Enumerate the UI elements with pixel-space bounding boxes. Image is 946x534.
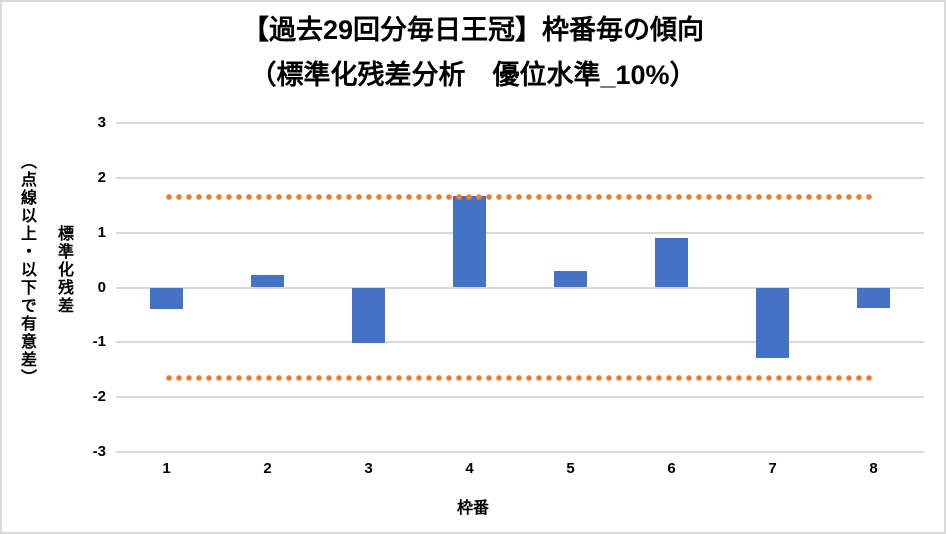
bar: [655, 237, 688, 288]
bar: [150, 287, 183, 310]
x-tick-label: 2: [263, 460, 272, 477]
y-axis-title-note: （点線以上・以下で有意差）: [18, 153, 35, 387]
gridline: [116, 396, 924, 399]
x-tick-label: 4: [465, 460, 474, 477]
gridline: [116, 286, 924, 289]
gridline: [116, 122, 924, 124]
chart-title: 【過去29回分毎日王冠】枠番毎の傾向: [241, 15, 705, 45]
gridline: [116, 176, 924, 179]
y-tick-label: -1: [92, 333, 106, 351]
bar: [251, 274, 284, 288]
x-tick-label: 5: [566, 460, 575, 477]
y-axis-title: 標準化残差 （点線以上・以下で有意差）: [8, 137, 82, 403]
bar: [857, 287, 890, 309]
bar: [453, 196, 486, 288]
x-axis-ticks: 1 2 3 4 5 6 7 8: [116, 458, 924, 480]
chart-subtitle: （標準化残差分析 優位水準_10%）: [249, 60, 697, 90]
gridline: [116, 231, 924, 234]
bar: [554, 271, 587, 288]
bar: [756, 287, 789, 358]
y-tick-label: 2: [97, 168, 106, 186]
chart-title-block: 【過去29回分毎日王冠】枠番毎の傾向 （標準化残差分析 優位水準_10%）: [2, 8, 944, 98]
y-tick-label: 3: [97, 114, 106, 131]
gridline: [116, 451, 924, 453]
x-tick-label: 8: [869, 460, 878, 477]
y-tick-label: -2: [92, 388, 106, 406]
bar: [352, 287, 385, 344]
x-tick-label: 3: [364, 460, 373, 477]
y-axis-title-main: 標準化残差: [55, 225, 72, 315]
gridline: [116, 341, 924, 344]
significance-line: [164, 374, 874, 381]
y-tick-label: 0: [97, 278, 106, 296]
x-tick-label: 7: [768, 460, 777, 477]
x-tick-label: 6: [667, 460, 676, 477]
y-tick-label: 1: [97, 223, 106, 241]
x-tick-label: 1: [162, 460, 171, 477]
plot-area: [116, 122, 924, 453]
y-tick-label: -3: [92, 443, 106, 460]
significance-line: [164, 194, 874, 201]
x-axis-title: 枠番: [456, 500, 489, 517]
